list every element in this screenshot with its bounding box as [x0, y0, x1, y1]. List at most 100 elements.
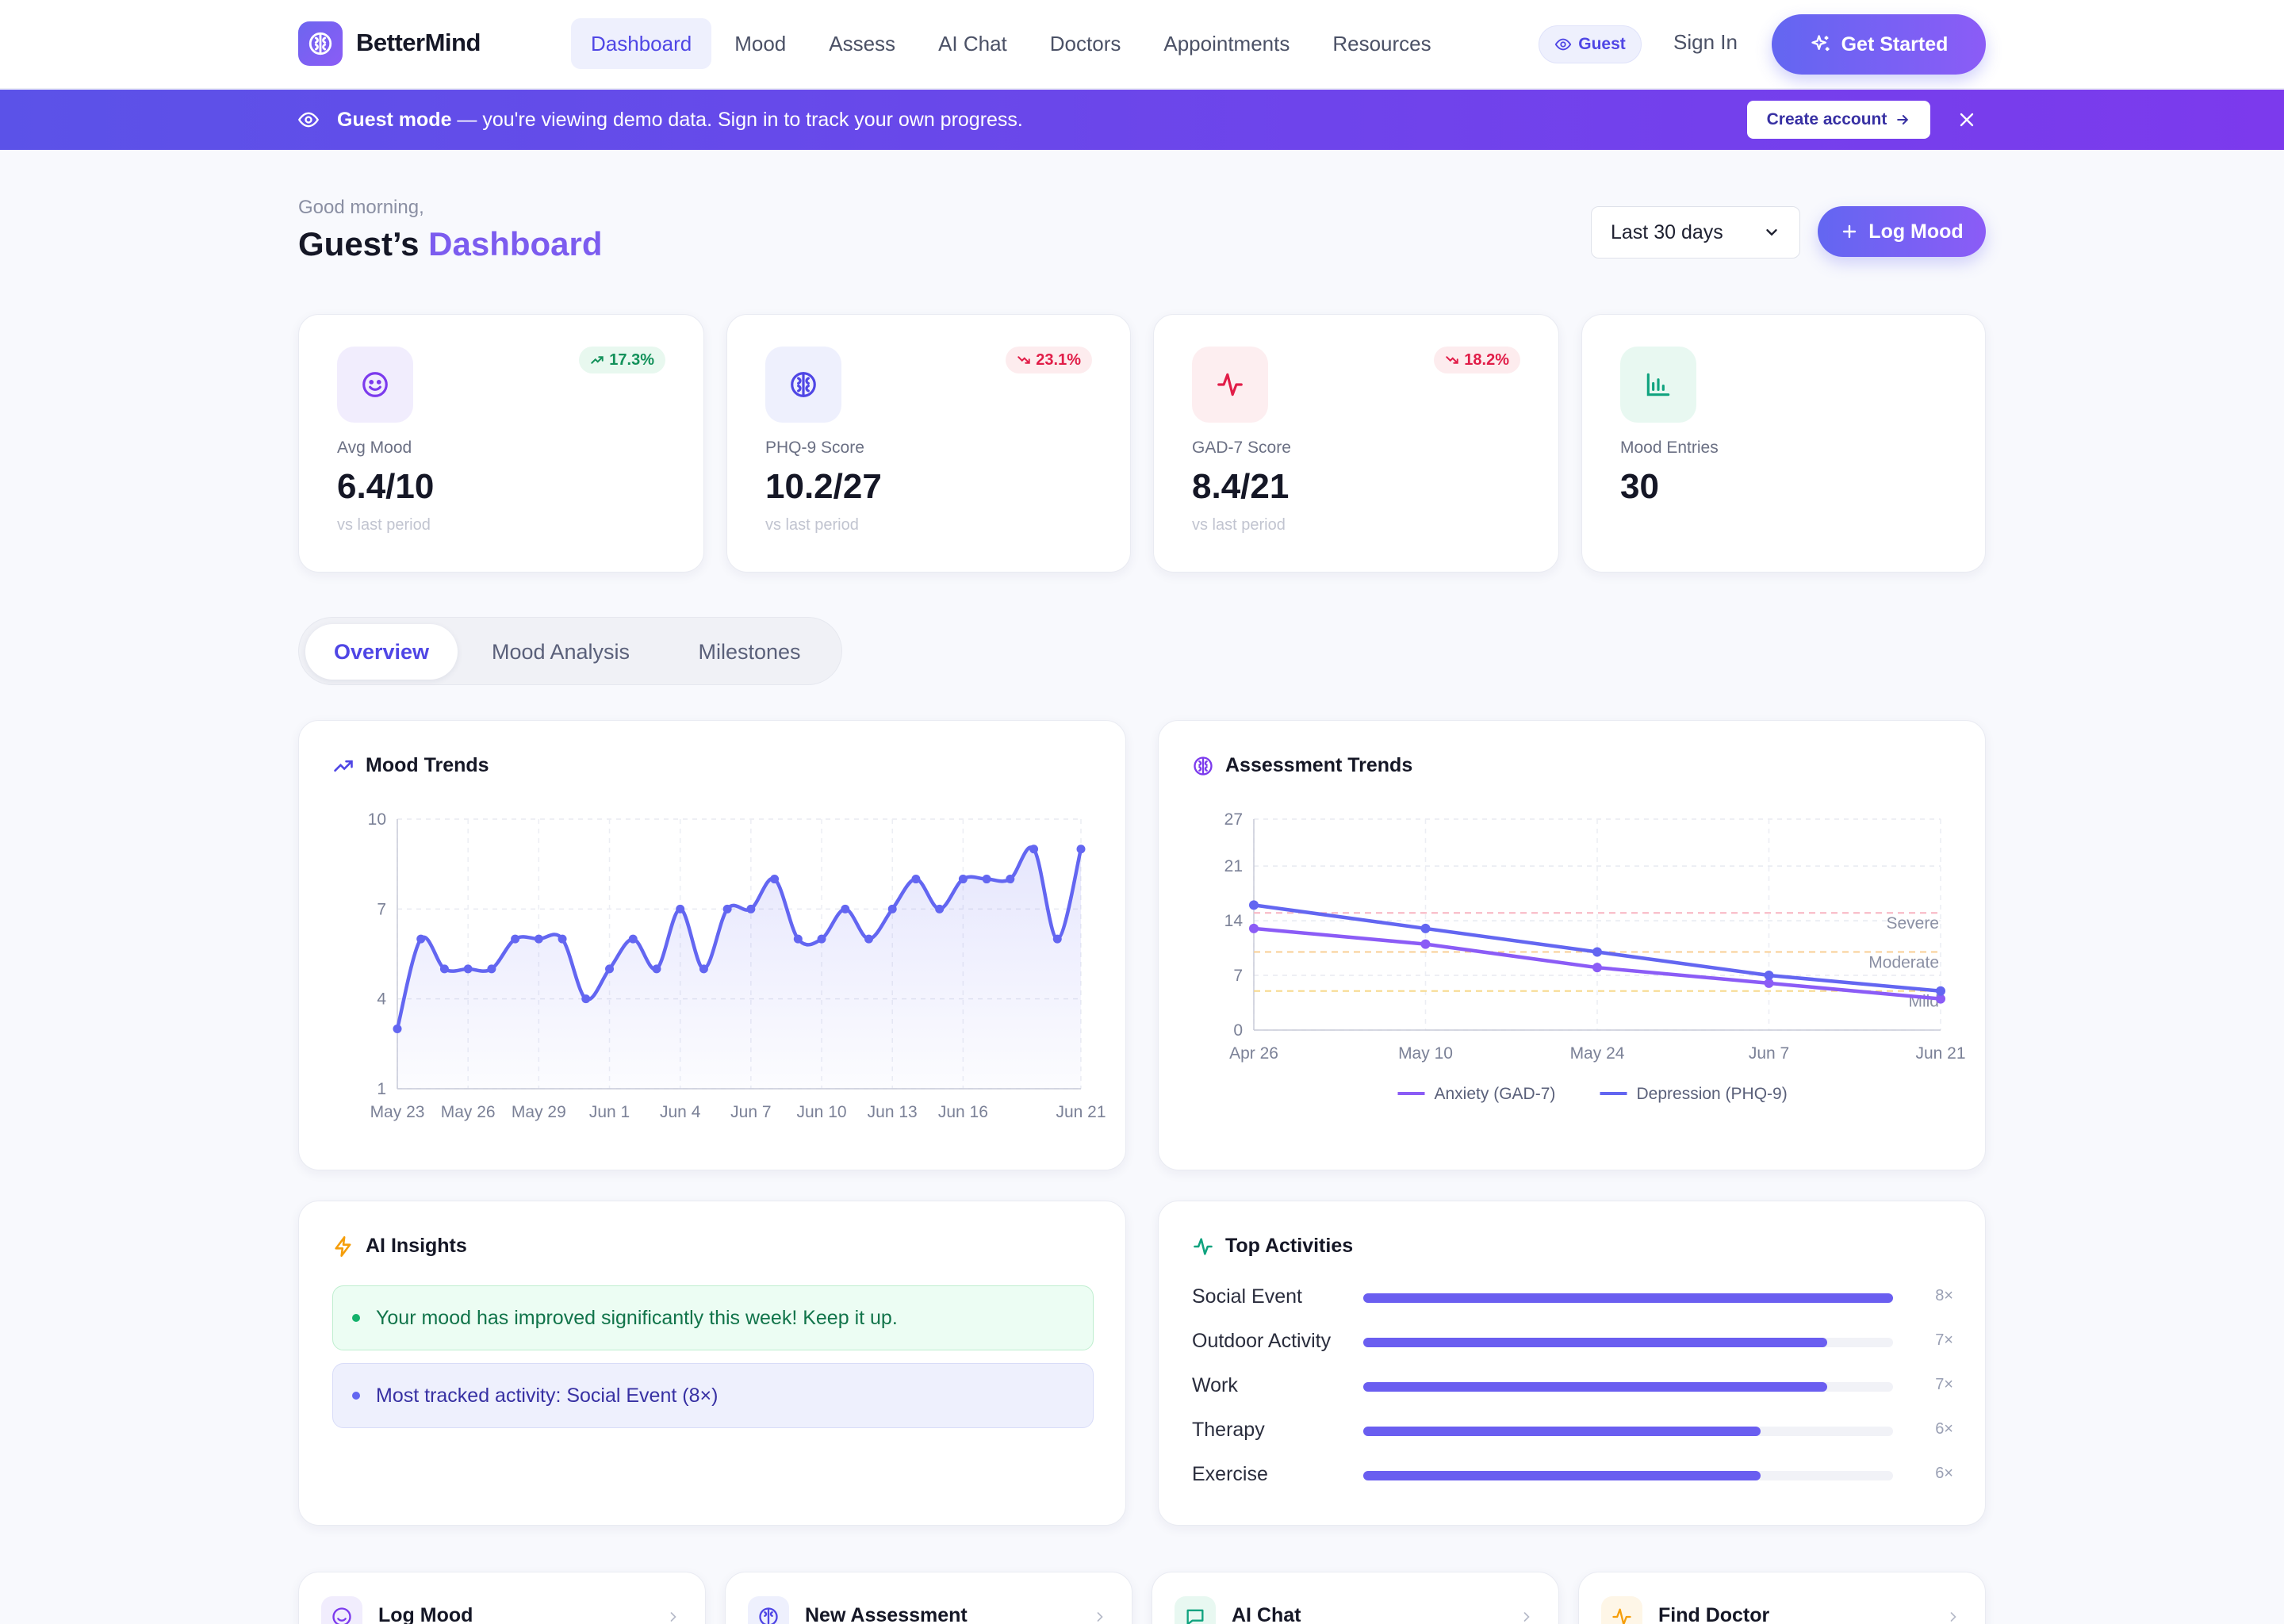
- activity-name: Therapy: [1192, 1419, 1265, 1441]
- mood-point: [416, 934, 426, 944]
- tab-mood-analysis[interactable]: Mood Analysis: [491, 639, 630, 664]
- nav-mood[interactable]: Mood: [734, 31, 787, 56]
- x-tick-label: Jun 7: [730, 1103, 771, 1121]
- stat-value: 6.4/10: [337, 467, 435, 506]
- insight-text: Most tracked activity: Social Event (8×): [376, 1384, 719, 1407]
- mood-point: [1076, 845, 1086, 854]
- tab-milestones[interactable]: Milestones: [698, 639, 801, 664]
- mood-point: [511, 934, 520, 944]
- activity-count: 6×: [1935, 1420, 1953, 1438]
- nav-resources[interactable]: Resources: [1332, 31, 1431, 56]
- mood-point: [793, 934, 803, 944]
- nav-doctors[interactable]: Doctors: [1049, 31, 1121, 56]
- stat-label: PHQ-9 Score: [765, 439, 864, 457]
- chevron-right-icon: [1519, 1609, 1535, 1624]
- smile-icon: [331, 1606, 353, 1624]
- log-mood-button[interactable]: Log Mood: [1818, 206, 1986, 257]
- x-tick-label: May 23: [370, 1103, 425, 1121]
- x-tick-label: May 29: [512, 1103, 566, 1121]
- stat-subtext: vs last period: [337, 516, 431, 534]
- nav-assess[interactable]: Assess: [829, 31, 896, 56]
- quick-action-new-assessment[interactable]: New Assessment: [725, 1572, 1132, 1624]
- series-point: [1764, 971, 1774, 981]
- mood-trends-card: Mood Trends 1 4 7 10 May 23 May 26 May 29 Jun 1…: [298, 720, 1126, 1170]
- quick-action-find-doctor[interactable]: Find Doctor: [1578, 1572, 1986, 1624]
- x-tick-label: Jun 1: [589, 1103, 630, 1121]
- main-nav: Dashboard Mood Assess AI Chat Doctors Ap…: [571, 18, 1451, 69]
- mood-trends-chart: 1 4 7 10 May 23 May 26 May 29 Jun 1 Jun 4 Jun 7 Ju…: [368, 810, 1106, 1121]
- quick-action-ai-chat[interactable]: AI Chat: [1152, 1572, 1559, 1624]
- guest-mode-banner: Guest mode — you're viewing demo data. S…: [0, 90, 2284, 150]
- nav-appointments[interactable]: Appointments: [1163, 31, 1290, 56]
- smile-icon: [360, 370, 390, 400]
- mood-point: [817, 934, 826, 944]
- sign-in-link[interactable]: Sign In: [1673, 30, 1738, 54]
- series-point: [1249, 923, 1259, 933]
- log-mood-label: Log Mood: [1868, 220, 1964, 243]
- sparkles-icon: [1810, 33, 1832, 56]
- mood-point: [439, 964, 449, 974]
- activity-bar-fill: [1363, 1427, 1761, 1436]
- brain-icon: [1192, 755, 1214, 777]
- bullet-dot: [352, 1392, 360, 1400]
- y-tick-label: 14: [1224, 912, 1244, 930]
- mood-point: [581, 994, 591, 1004]
- mood-point: [982, 875, 991, 884]
- x-tick-label: Jun 13: [868, 1103, 918, 1121]
- mood-point: [911, 875, 921, 884]
- quick-action-log-mood[interactable]: Log Mood: [298, 1572, 706, 1624]
- create-account-button[interactable]: Create account: [1747, 101, 1930, 139]
- greeting: Good morning,: [298, 197, 424, 218]
- bullet-dot: [352, 1314, 360, 1322]
- x-tick-label: Jun 21: [1056, 1103, 1106, 1121]
- arrow-right-icon: [1895, 112, 1910, 128]
- legend-label: Anxiety (GAD-7): [1435, 1085, 1556, 1103]
- mood-point: [722, 904, 732, 914]
- mood-point: [935, 904, 945, 914]
- stat-label: Mood Entries: [1620, 439, 1719, 457]
- assessment-trends-chart: 0 7 14 21 27 Apr 26 May 10 May 24 Jun 7 Jun 21 Sev…: [1224, 810, 1966, 1103]
- nav-ai-chat[interactable]: AI Chat: [938, 31, 1007, 56]
- mood-point: [746, 904, 756, 914]
- close-icon[interactable]: [1956, 109, 1978, 131]
- period-select-value: Last 30 days: [1611, 220, 1723, 243]
- nav-dashboard[interactable]: Dashboard: [571, 18, 712, 69]
- eye-icon: [1554, 36, 1572, 53]
- logo-icon[interactable]: [298, 21, 343, 66]
- card-title: Assessment Trends: [1192, 754, 1412, 777]
- bar-chart-icon: [1643, 370, 1673, 400]
- x-tick-label: May 26: [441, 1103, 496, 1121]
- dashboard-tabs: Overview Mood Analysis Milestones: [298, 617, 842, 685]
- brain-icon: [757, 1606, 780, 1624]
- mood-point: [652, 964, 661, 974]
- trend-badge-value: 18.2%: [1464, 350, 1509, 369]
- mood-point: [534, 934, 543, 944]
- activity-bar-track: [1363, 1293, 1893, 1303]
- mood-point: [699, 964, 708, 974]
- guest-badge: Guest: [1539, 25, 1642, 63]
- period-select[interactable]: Last 30 days: [1591, 206, 1800, 259]
- legend-label: Depression (PHQ-9): [1637, 1085, 1788, 1103]
- mood-point: [841, 904, 850, 914]
- stat-label: Avg Mood: [337, 439, 412, 457]
- mood-point: [628, 934, 638, 944]
- get-started-button[interactable]: Get Started: [1772, 14, 1986, 75]
- ai-insights-title: AI Insights: [366, 1235, 467, 1257]
- stat-card-phq9: 23.1% PHQ-9 Score 10.2/27 vs last period: [726, 314, 1131, 573]
- y-tick-label: 1: [377, 1080, 386, 1098]
- insight-text: Your mood has improved significantly thi…: [376, 1306, 898, 1329]
- insight-item-info: Most tracked activity: Social Event (8×): [332, 1363, 1094, 1428]
- tab-overview[interactable]: Overview: [305, 624, 458, 680]
- quick-action-icon-box: [321, 1596, 362, 1624]
- create-account-label: Create account: [1766, 110, 1887, 128]
- brand-name[interactable]: BetterMind: [356, 29, 481, 56]
- series-point: [1420, 939, 1431, 949]
- trend-badge-value: 17.3%: [609, 350, 654, 369]
- chevron-right-icon: [1092, 1609, 1108, 1624]
- banner-strong: Guest mode: [337, 109, 452, 131]
- lightning-icon: [332, 1235, 354, 1258]
- activity-row: Exercise 6×: [1192, 1460, 1953, 1492]
- series-point: [1936, 994, 1945, 1004]
- activity-bar-fill: [1363, 1293, 1893, 1303]
- page-title-prefix: Guest’s: [298, 225, 420, 262]
